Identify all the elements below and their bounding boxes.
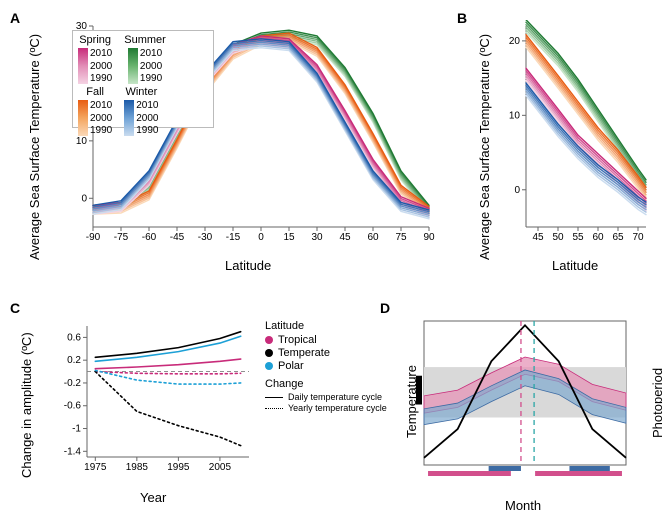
panel-label-c: C	[10, 300, 20, 316]
panel-label-b: B	[457, 10, 467, 26]
svg-text:50: 50	[552, 232, 564, 243]
svg-text:0.2: 0.2	[67, 355, 81, 366]
legend-fall-swatch	[78, 100, 88, 136]
panel-c: 1975 1985 1995 2005 -1.4 -1 -0.6 -0.2 0.2 0.6	[55, 320, 255, 475]
legend-fall-title: Fall	[86, 86, 104, 98]
label-yearly: Yearly temperature cycle	[288, 403, 387, 413]
svg-text:0.6: 0.6	[67, 332, 81, 343]
svg-text:45: 45	[532, 232, 544, 243]
legend-change-title: Change	[265, 378, 387, 390]
line-solid-icon	[265, 397, 283, 398]
swatch-polar	[265, 362, 273, 370]
panel-d-ylabel-right: Photoperiod	[650, 368, 662, 438]
legend-change-daily: Daily temperature cycle	[265, 392, 387, 402]
panel-label-a: A	[10, 10, 20, 26]
svg-text:2005: 2005	[209, 462, 232, 473]
panel-b: 45 50 55 60 65 70 0 10 20	[500, 20, 650, 245]
panel-label-d: D	[380, 300, 390, 316]
figure: A B C D -90-75-60-45-30-1501530456075900…	[0, 0, 662, 520]
svg-text:-0.6: -0.6	[64, 401, 82, 412]
panel-c-svg: 1975 1985 1995 2005 -1.4 -1 -0.6 -0.2 0.2 0.6	[55, 320, 255, 475]
svg-text:-15: -15	[226, 232, 241, 243]
svg-text:10: 10	[509, 110, 521, 121]
legend-summer-swatch	[128, 48, 138, 84]
yt0: 2010	[90, 48, 112, 59]
legend-spring-swatch	[78, 48, 88, 84]
legend-col-spring: Spring 2010 2000 1990	[78, 34, 112, 84]
label-polar: Polar	[278, 360, 304, 372]
legend-lat-temperate: Temperate	[265, 347, 387, 359]
yt2: 1990	[90, 73, 112, 84]
panel-c-legend: Latitude Tropical Temperate Polar Change…	[265, 320, 387, 414]
svg-text:-45: -45	[170, 232, 185, 243]
legend-col-winter: Winter 2010 2000 1990	[124, 86, 158, 136]
svg-text:0: 0	[514, 185, 520, 196]
svg-text:0: 0	[81, 193, 87, 204]
svg-text:75: 75	[395, 232, 407, 243]
panel-c-ylabel: Change in amplitude (ºC)	[19, 332, 34, 478]
panel-b-ylabel: Average Sea Surface Temperature (ºC)	[477, 34, 492, 260]
panel-c-xlabel: Year	[140, 490, 166, 505]
label-temperate: Temperate	[278, 347, 330, 359]
svg-text:10: 10	[76, 136, 88, 147]
svg-text:-60: -60	[142, 232, 157, 243]
panel-a-xlabel: Latitude	[225, 258, 271, 273]
panel-a-ylabel: Average Sea Surface Temperature (ºC)	[27, 34, 42, 260]
panel-d-ylabel-left: Temperature	[404, 365, 419, 438]
panel-d-ylabel-right-container: Photoperiod	[650, 368, 662, 438]
panel-d	[410, 315, 640, 485]
svg-text:60: 60	[367, 232, 379, 243]
panel-a-legend: Spring 2010 2000 1990 Summer 2010 20	[72, 30, 214, 128]
panel-d-svg	[410, 315, 640, 485]
label-daily: Daily temperature cycle	[288, 392, 382, 402]
line-dotted-icon	[265, 408, 283, 409]
legend-col-fall: Fall 2010 2000 1990	[78, 86, 112, 136]
svg-text:1995: 1995	[167, 462, 190, 473]
svg-text:-75: -75	[114, 232, 129, 243]
svg-text:-1: -1	[72, 424, 81, 435]
svg-text:1985: 1985	[126, 462, 149, 473]
svg-text:55: 55	[572, 232, 584, 243]
panel-d-xlabel: Month	[505, 498, 541, 513]
svg-text:-90: -90	[86, 232, 101, 243]
panel-b-xlabel: Latitude	[552, 258, 598, 273]
legend-winter-swatch	[124, 100, 134, 136]
svg-text:65: 65	[612, 232, 624, 243]
label-tropical: Tropical	[278, 334, 317, 346]
legend-lat-title: Latitude	[265, 320, 387, 332]
legend-lat-polar: Polar	[265, 360, 387, 372]
legend-change-yearly: Yearly temperature cycle	[265, 403, 387, 413]
legend-winter-title: Winter	[125, 86, 157, 98]
yt1: 2000	[90, 61, 112, 72]
svg-text:45: 45	[339, 232, 351, 243]
svg-text:-0.2: -0.2	[64, 378, 82, 389]
svg-text:70: 70	[632, 232, 644, 243]
svg-text:0: 0	[258, 232, 264, 243]
svg-text:15: 15	[283, 232, 295, 243]
svg-text:60: 60	[592, 232, 604, 243]
swatch-tropical	[265, 336, 273, 344]
legend-summer-title: Summer	[124, 34, 166, 46]
svg-text:20: 20	[509, 36, 521, 47]
svg-text:30: 30	[311, 232, 323, 243]
svg-text:-1.4: -1.4	[64, 446, 82, 457]
svg-text:90: 90	[423, 232, 435, 243]
svg-text:1975: 1975	[84, 462, 107, 473]
panel-b-svg: 45 50 55 60 65 70 0 10 20	[500, 20, 650, 245]
legend-spring-title: Spring	[79, 34, 111, 46]
swatch-temperate	[265, 349, 273, 357]
legend-col-summer: Summer 2010 2000 1990	[124, 34, 166, 84]
legend-lat-tropical: Tropical	[265, 334, 387, 346]
svg-text:-30: -30	[198, 232, 213, 243]
